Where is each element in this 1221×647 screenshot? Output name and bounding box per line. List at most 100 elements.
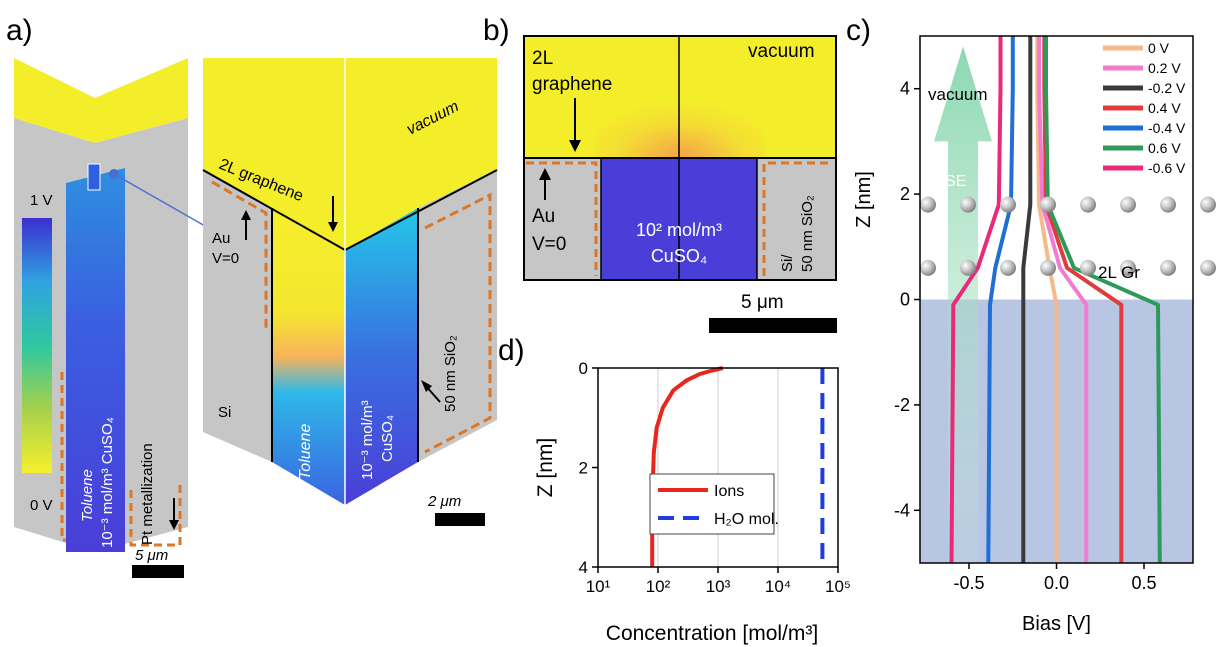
c-series-line-2	[1021, 36, 1033, 563]
c-legend: 0 V 0.2 V -0.2 V 0.4 V -0.4 V 0.6 V -0.6 V	[1103, 40, 1186, 176]
graphene-arrow-zoom-head	[328, 222, 338, 232]
sio2-label-zoom: 50 nm SiO₂	[442, 335, 459, 412]
au-label-zoom: Au	[212, 230, 230, 247]
left-top-face-a	[14, 58, 95, 143]
toluene-label-left: Toluene	[79, 469, 96, 522]
panel-a-zoom-block: 2L graphene vacuum Au V=0 Si Toluene 10⁻…	[202, 58, 498, 526]
zoom-cuso4-block	[345, 208, 418, 505]
d-series-group	[650, 366, 825, 567]
sio2-arrow-zoom-head	[421, 380, 432, 392]
c-legend-label-3: 0.4 V	[1148, 100, 1181, 116]
v0-label-zoom: V=0	[212, 250, 239, 267]
c-atom-1-2	[1000, 259, 1016, 276]
zoom-au-block	[203, 170, 272, 462]
scale-bar-right	[435, 513, 485, 526]
colorbar-top-label: 1 V	[30, 192, 53, 209]
colorbar-bottom-label: 0 V	[30, 497, 53, 514]
cuso4-line1-zoom: 10⁻³ mol/m³	[359, 400, 376, 480]
c-ytick-label-3: 2	[900, 184, 910, 204]
d-legend-label-0: Ions	[714, 483, 744, 500]
pt-arrow-head	[169, 520, 179, 530]
d-legend-box	[649, 473, 775, 535]
zoom-connector	[113, 173, 213, 231]
d-grid	[597, 368, 839, 567]
c-ytick-label-4: 4	[900, 79, 910, 99]
c-atom-0-6	[1160, 196, 1176, 213]
b-si-line1: Si/	[779, 254, 796, 272]
b-cuso4-line2: CuSO₄	[651, 246, 707, 266]
panel-d-label: d)	[498, 334, 525, 367]
d-series-line-0	[650, 366, 724, 567]
c-series-line-6	[949, 36, 1003, 564]
zoom-connector-start	[109, 169, 119, 179]
panel-c-label: c)	[846, 14, 871, 47]
c-xtick-label-2: 0.5	[1131, 573, 1156, 593]
au-dashed-left	[60, 372, 66, 542]
d-ytick-label-2: 4	[579, 558, 588, 577]
c-atom-1-4	[1080, 259, 1096, 276]
b-si-line2: 50 nm SiO₂	[799, 195, 816, 272]
c-atom-1-6	[1160, 259, 1176, 276]
c-ytick-label-2: 0	[900, 290, 910, 310]
b-cuso4-line1: 10² mol/m³	[636, 220, 722, 240]
d-ticks: 10¹ 10² 10³ 10⁴ 10⁵ 0 2 4	[579, 359, 851, 596]
c-legend-label-4: -0.4 V	[1148, 120, 1186, 136]
c-atom-1-3	[1040, 259, 1056, 276]
c-graphene-atoms	[920, 196, 1216, 276]
c-ytick-label-1: -2	[894, 395, 910, 415]
b-graphene-glow	[594, 62, 766, 158]
au-arrow-zoom-head	[241, 210, 251, 220]
zoom-box	[87, 163, 101, 191]
zoom-yellow-left	[203, 58, 345, 250]
c-legend-label-2: -0.2 V	[1148, 80, 1186, 96]
c-atom-0-0	[920, 196, 936, 213]
d-ytick-label-1: 2	[579, 459, 588, 478]
c-atom-1-1	[960, 259, 976, 276]
panel-a-label: a)	[6, 14, 33, 47]
pt-metallization-label: Pt metallization	[139, 443, 156, 545]
scale-bar-left-label: 5 μm	[135, 547, 168, 564]
b-graphene-label-1: 2L	[532, 48, 553, 69]
c-ticks: -0.5 0.0 0.5 -4 -2 0 2 4	[894, 79, 1157, 593]
panel-a: a) 1 V 0 V Toluene 10⁻³ mol/m³ CuSO₄ Pt …	[6, 14, 498, 578]
c-atom-0-1	[960, 196, 976, 213]
interface-line-right	[344, 169, 498, 251]
panel-b-label: b)	[483, 14, 510, 47]
c-y-axis-label: Z [nm]	[853, 171, 875, 228]
potential-colorbar	[22, 218, 52, 473]
c-series-group	[949, 36, 1162, 564]
d-y-axis-label: Z [nm]	[534, 438, 557, 498]
toluene-label-zoom: Toluene	[297, 424, 314, 480]
c-legend-label-0: 0 V	[1148, 40, 1170, 56]
b-graphene-arrow-head	[569, 140, 581, 152]
d-xtick-label-3: 10⁴	[765, 577, 791, 596]
left-top-face-b	[95, 58, 188, 143]
cuso4-line2-zoom: CuSO₄	[379, 415, 396, 462]
c-legend-label-5: 0.6 V	[1148, 140, 1181, 156]
d-xtick-label-0: 10¹	[586, 577, 611, 596]
b-au-dashed	[526, 161, 598, 276]
b-au-arrow-head	[539, 168, 551, 180]
zoom-yellow-right	[345, 58, 497, 250]
electrolyte-channel	[66, 168, 125, 552]
c-atom-0-2	[1000, 196, 1016, 213]
zoom-toluene-block	[272, 208, 345, 505]
c-atom-0-7	[1200, 196, 1216, 213]
si-label-zoom: Si	[218, 404, 231, 421]
d-x-axis-label: Concentration [mol/m³]	[606, 622, 818, 645]
c-atom-1-5	[1120, 259, 1136, 276]
panel-d: d) 10¹ 10² 10³ 10⁴ 10⁵ 0 2 4 Ions H₂O mol. Conce…	[498, 334, 851, 645]
pt-dashed	[129, 482, 182, 547]
c-series-line-4	[986, 36, 1015, 564]
c-legend-label-1: 0.2 V	[1148, 60, 1181, 76]
c-xtick-label-0: -0.5	[953, 573, 984, 593]
au-dashed-zoom	[211, 180, 268, 332]
c-x-axis-label: Bias [V]	[1022, 613, 1091, 635]
c-atom-0-4	[1080, 196, 1096, 213]
c-atom-1-7	[1200, 259, 1216, 276]
b-au-label: Au	[532, 206, 555, 227]
b-vacuum-label: vacuum	[748, 41, 815, 62]
d-legend-label-1: H₂O mol.	[714, 511, 779, 528]
scale-bar-left	[132, 565, 184, 578]
cuso4-label-left: 10⁻³ mol/m³ CuSO₄	[99, 417, 116, 548]
